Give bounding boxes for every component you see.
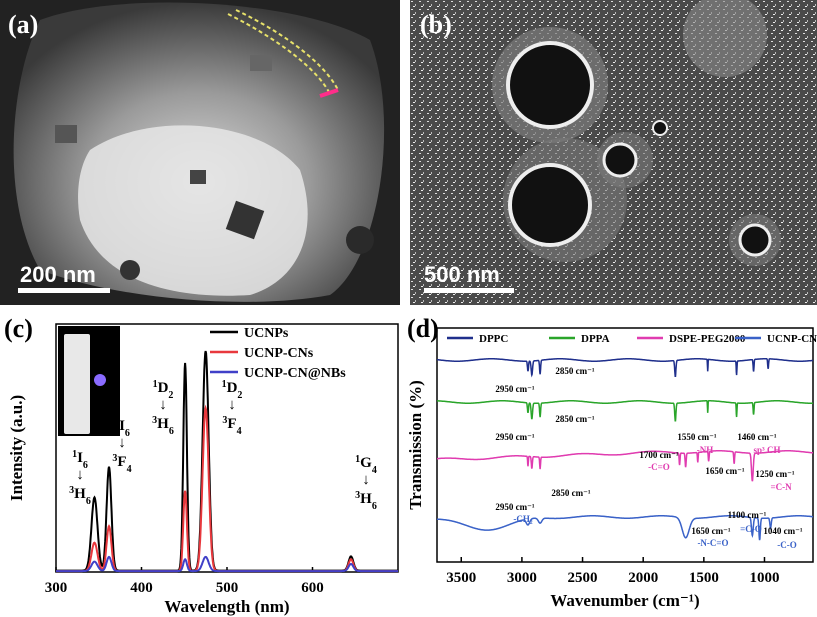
peak-label: 1100 cm⁻¹ <box>728 510 767 520</box>
peak-label: =C-O <box>740 524 762 534</box>
peak-label: 1460 cm⁻¹ <box>737 432 776 442</box>
inset-photo <box>58 326 120 436</box>
transition-lower-level: 3H6 <box>69 485 91 507</box>
peak-label: -C=O <box>648 462 670 472</box>
peak-label: 2950 cm⁻¹ <box>495 502 534 512</box>
y-axis-label: Intensity (a.u.) <box>7 395 26 501</box>
legend-label: UCNP-CNs <box>244 346 314 361</box>
transition-arrow-icon: ↓ <box>159 397 167 413</box>
x-tick-label: 3500 <box>446 570 476 586</box>
series-line-dppa <box>437 400 813 422</box>
legend-label: UCNP-CN@NBs <box>767 333 817 345</box>
scale-bar-a <box>18 288 110 293</box>
x-tick-label: 2000 <box>628 570 658 586</box>
laser-spot-icon <box>94 374 106 386</box>
legend-label: UCNPs <box>244 326 289 341</box>
scale-label-b: 500 nm <box>424 262 500 287</box>
cuvette-icon <box>64 334 90 434</box>
series-line-dspe-peg2000 <box>436 450 813 482</box>
x-tick-label: 3000 <box>507 570 537 586</box>
tem-image-drawing <box>0 0 400 305</box>
peak-label: 2850 cm⁻¹ <box>555 366 594 376</box>
sem-image: (b) 500 nm <box>410 0 817 305</box>
y-axis-label: Transmission (%) <box>406 380 425 510</box>
transition-upper-level: 1G4 <box>355 454 377 476</box>
plot-frame <box>436 327 814 563</box>
panel-a-label: (a) <box>8 10 39 39</box>
x-tick-label: 600 <box>301 580 324 596</box>
peak-label: -N-C=O <box>697 538 728 548</box>
transition-lower-level: 3F4 <box>112 453 131 475</box>
transition-upper-level: 1I6 <box>72 449 88 471</box>
peak-label: -C-O <box>777 540 797 550</box>
transition-lower-level: 3H6 <box>152 415 174 437</box>
peak-label: sp³ CH <box>754 445 781 455</box>
legend-label: DSPE-PEG2000 <box>669 333 746 345</box>
x-axis-label: Wavenumber (cm⁻¹) <box>550 591 699 610</box>
scale-bar-b <box>424 288 514 293</box>
x-tick-label: 300 <box>45 580 68 596</box>
peak-label: -CH₂ <box>513 514 532 524</box>
peak-label: 1040 cm⁻¹ <box>763 526 802 536</box>
transition-upper-level: 1I6 <box>114 417 130 439</box>
x-tick-label: 2500 <box>568 570 598 586</box>
emission-spectrum-chart: 300 400 500 600 Wavelength (nm) Intensity (a.… <box>7 323 399 616</box>
peak-label: 1550 cm⁻¹ <box>677 432 716 442</box>
peak-label: 1700 cm⁻¹ <box>639 450 678 460</box>
x-axis-label: Wavelength (nm) <box>164 597 289 616</box>
peak-label: 1650 cm⁻¹ <box>705 466 744 476</box>
legend-label: DPPC <box>479 333 508 345</box>
transition-lower-level: 3F4 <box>222 415 241 437</box>
transition-lower-level: 3H6 <box>355 490 377 512</box>
transition-arrow-icon: ↓ <box>118 435 126 451</box>
series-line-ucnp-cn-nbs <box>437 515 813 541</box>
peak-label: 2850 cm⁻¹ <box>551 488 590 498</box>
peak-label: 2950 cm⁻¹ <box>495 432 534 442</box>
series-line-dppc <box>437 358 814 378</box>
sem-image-drawing <box>410 0 817 305</box>
scale-label-a: 200 nm <box>20 262 96 287</box>
transition-upper-level: 1D2 <box>153 379 174 401</box>
legend-label: UCNP-CN@NBs <box>244 366 346 381</box>
transition-upper-level: 1D2 <box>222 379 243 401</box>
x-tick-label: 1500 <box>689 570 719 586</box>
legend-label: DPPA <box>581 333 610 345</box>
peak-label: 2850 cm⁻¹ <box>555 414 594 424</box>
x-tick-label: 1000 <box>749 570 779 586</box>
panel-d: (d) 3500 3000 2500 2000 1500 1000 Wavenumber (… <box>405 312 817 617</box>
peak-label: 1250 cm⁻¹ <box>755 469 794 479</box>
panel-c-label: (c) <box>4 314 33 343</box>
peak-label: -NH <box>697 445 714 455</box>
x-tick-label: 400 <box>130 580 153 596</box>
series-line-ucnp-cn-nbs <box>56 555 398 573</box>
transition-arrow-icon: ↓ <box>362 472 370 488</box>
panel-c: (c) 300 400 500 600 Wavelength (nm) Intensity… <box>0 312 405 617</box>
x-tick-label: 500 <box>216 580 239 596</box>
transition-arrow-icon: ↓ <box>228 397 236 413</box>
transition-arrow-icon: ↓ <box>76 467 84 483</box>
panel-b-label: (b) <box>420 10 452 39</box>
ftir-spectrum-chart: 3500 3000 2500 2000 1500 1000 Wavenumber (cm⁻¹… <box>406 327 817 610</box>
peak-label: =C-N <box>770 482 792 492</box>
panel-d-label: (d) <box>407 314 439 343</box>
peak-label: 1650 cm⁻¹ <box>691 526 730 536</box>
peak-label: 2950 cm⁻¹ <box>495 384 534 394</box>
tem-image: (a) 200 nm <box>0 0 400 305</box>
